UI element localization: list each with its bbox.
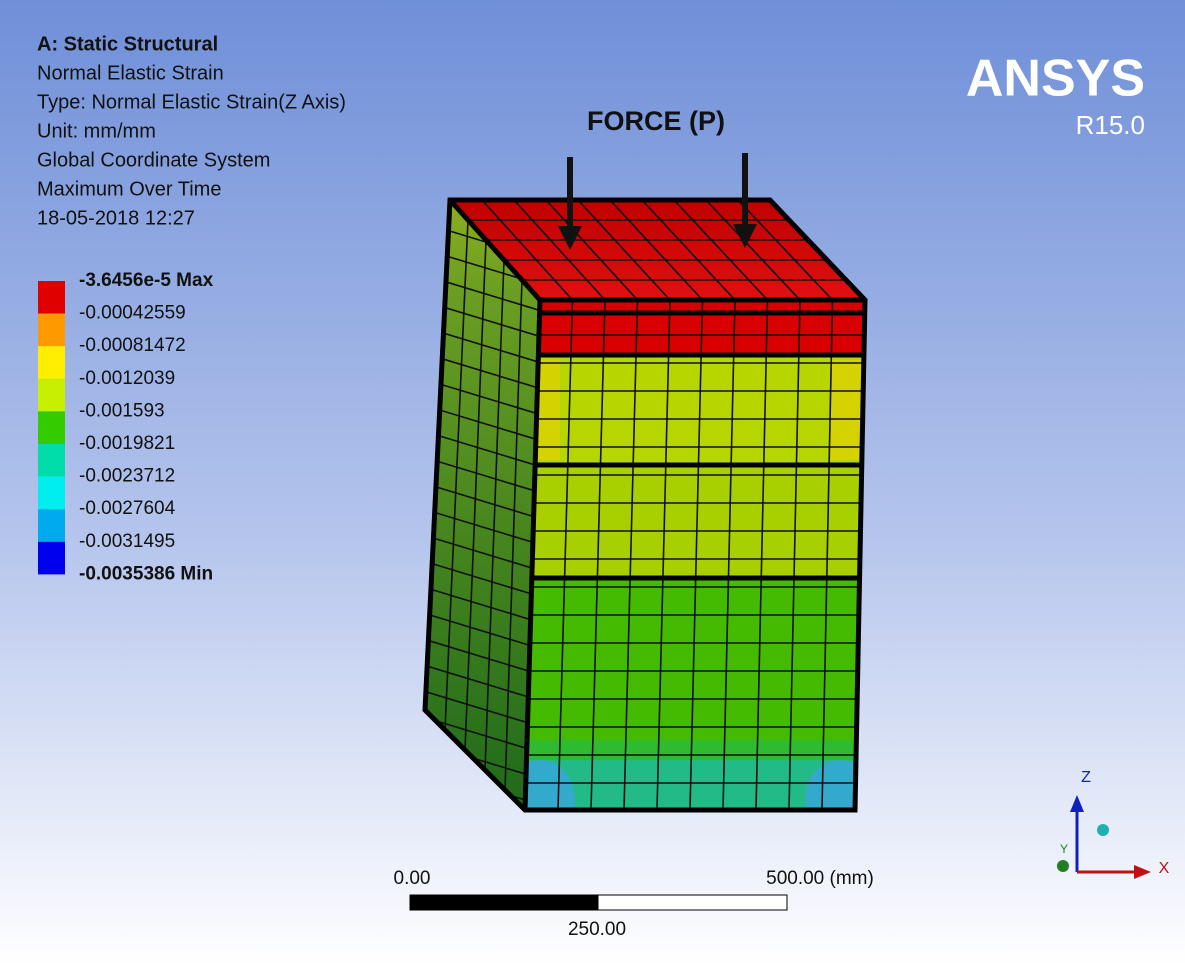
scale-end: 500.00 (mm): [766, 868, 874, 889]
triad-y: Y: [1060, 842, 1068, 856]
scale-middle: 250.00: [568, 919, 626, 940]
annotation: FORCE (P): [587, 106, 725, 136]
legend-swatch: [38, 346, 65, 379]
model: [420, 200, 875, 840]
legend-label: -0.0027604: [79, 498, 176, 519]
legend-label: -0.0035386 Min: [79, 563, 213, 584]
legend-swatch: [38, 314, 65, 347]
header-line: Normal Elastic Strain: [37, 62, 224, 84]
legend-label: -3.6456e-5 Max: [79, 270, 214, 291]
front-face: [505, 300, 875, 840]
header-line: Global Coordinate System: [37, 149, 270, 171]
legend-label: -0.0019821: [79, 433, 175, 454]
triad-z: Z: [1081, 769, 1091, 786]
triad-x: X: [1159, 860, 1170, 877]
viewport: FORCE (P) A: Static Structural Normal El…: [0, 0, 1185, 966]
legend-swatch: [38, 379, 65, 412]
legend-swatch: [38, 509, 65, 542]
scale-start: 0.00: [394, 868, 431, 889]
legend-swatch: [38, 477, 65, 510]
legend-swatch: [38, 411, 65, 444]
header-line: 18-05-2018 12:27: [37, 207, 195, 229]
legend-swatch: [38, 444, 65, 477]
logo-version: R15.0: [1076, 110, 1145, 140]
logo-name: ANSYS: [966, 50, 1145, 108]
header-line: Unit: mm/mm: [37, 120, 156, 142]
header-title: A: Static Structural: [37, 33, 218, 55]
legend-label: -0.0012039: [79, 368, 175, 389]
header-line: Type: Normal Elastic Strain(Z Axis): [37, 91, 346, 113]
legend-swatch: [38, 281, 65, 314]
legend-label: -0.00081472: [79, 335, 186, 356]
legend-label: -0.00042559: [79, 303, 186, 324]
legend-label: -0.0031495: [79, 531, 175, 552]
legend-label: -0.0023712: [79, 466, 175, 487]
header-line: Maximum Over Time: [37, 178, 221, 200]
legend-label: -0.001593: [79, 400, 165, 421]
legend-swatch: [38, 542, 65, 575]
